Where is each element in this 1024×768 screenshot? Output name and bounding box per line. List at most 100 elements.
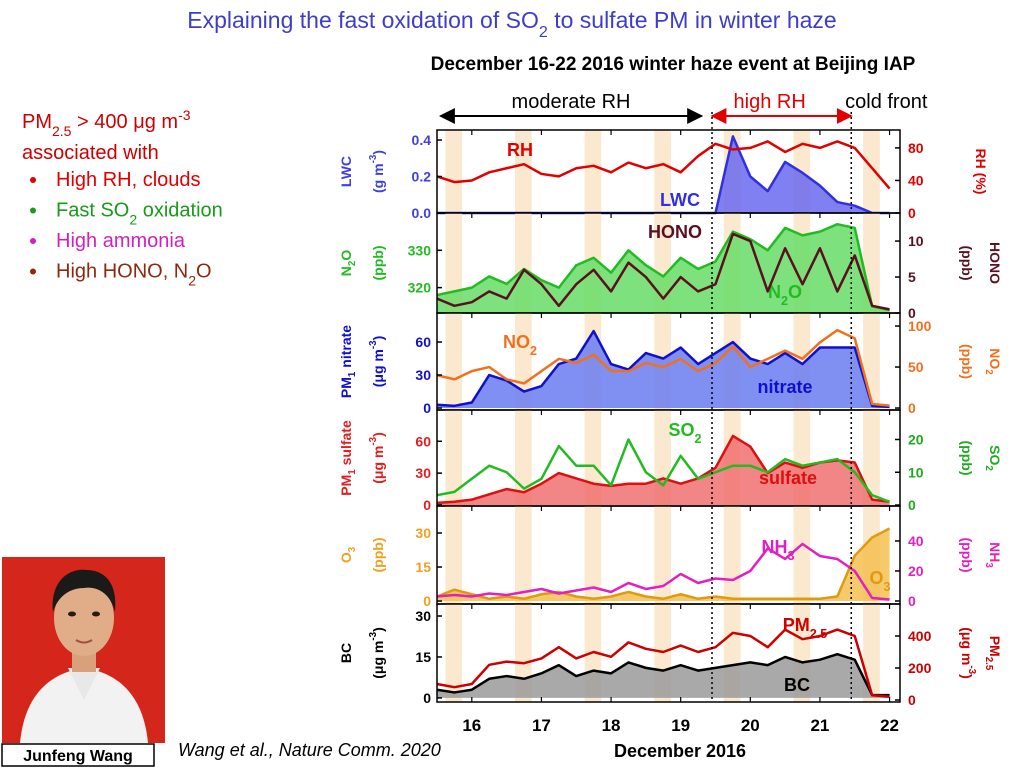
text-run: -3 [368, 340, 379, 349]
text-run: High RH, clouds [56, 169, 201, 191]
y-tick-label: 10 [908, 233, 924, 249]
axis-title: (ppb) [959, 441, 975, 476]
axis-title: PM1 nitrate [338, 325, 358, 398]
axis-title: SO2 [983, 445, 1003, 471]
series-label: RH [507, 140, 533, 160]
y-tick-label: 15 [415, 559, 431, 575]
text-run: O [338, 250, 354, 261]
series-line [436, 140, 891, 190]
text-run: PM [987, 636, 1003, 657]
text-run: -3 [178, 107, 191, 123]
x-tick-label: 21 [810, 716, 829, 735]
night-band [514, 130, 532, 213]
series-line [436, 232, 890, 311]
text-run: High HONO, N [56, 261, 188, 283]
text-run: associated with [22, 142, 159, 164]
text-run: LWC [660, 190, 700, 210]
text-run: 2 [781, 294, 788, 308]
text-run: 2 [983, 369, 994, 375]
series-label: HONO [648, 222, 702, 242]
text-run: (ppb) [959, 344, 975, 379]
x-tick-label: 16 [462, 716, 481, 735]
y-tick-label: 200 [908, 660, 932, 676]
text-run: BC [338, 643, 354, 663]
text-run: 2.5 [52, 123, 72, 139]
axis-title: (μg m-3) [368, 336, 386, 388]
series-area [437, 654, 890, 698]
series-area [437, 528, 890, 602]
text-run: > 400 μg m [71, 111, 178, 133]
text-run: BC [784, 675, 810, 695]
text-run: (ppb) [370, 246, 386, 281]
night-band [863, 130, 880, 213]
series-area [437, 435, 890, 505]
axis-title: PM1 sulfate [338, 420, 358, 496]
text-run: sulfate [338, 420, 354, 469]
y-tick-label: 0 [908, 593, 916, 609]
bullet-dot [30, 207, 36, 214]
night-band [445, 506, 463, 604]
y-tick-label: 0 [423, 497, 431, 513]
text-run: PM [22, 111, 52, 133]
night-band [654, 130, 671, 213]
axis-title: NO2 [983, 348, 1003, 375]
x-tick-label: 19 [671, 716, 690, 735]
axis-title: (ppb) [370, 246, 386, 281]
text-run: NH [987, 542, 1003, 562]
text-run: oxidation [137, 200, 223, 222]
slide-title: Explaining the fast oxidation of SO2 to … [187, 7, 836, 41]
text-run: 3 [787, 549, 794, 563]
text-run: LWC [338, 156, 354, 187]
series-line [436, 222, 890, 312]
y-tick-label: 0 [908, 692, 916, 708]
series-line [436, 328, 890, 407]
series-line [436, 628, 890, 699]
text-run: (ppb) [370, 538, 386, 573]
night-band [584, 506, 602, 604]
text-run: 2 [695, 432, 702, 446]
night-band [445, 410, 463, 506]
text-run: Explaining the fast oxidation of SO [187, 7, 539, 33]
text-run: 2 [530, 344, 537, 358]
y-tick-label: 10 [908, 464, 924, 480]
text-run: O [196, 261, 212, 283]
series-line [436, 329, 890, 409]
text-run: ) [370, 627, 386, 632]
y-tick-label: 20 [908, 563, 924, 579]
text-run: PM [338, 475, 354, 496]
night-band [445, 604, 463, 702]
axis-title: (ppb) [959, 246, 975, 281]
x-axis-title: December 2016 [614, 741, 746, 761]
bullet-text: High HONO, N2O [56, 261, 212, 289]
text-run: (ppb) [959, 441, 975, 476]
text-run: nitrate [757, 377, 812, 397]
text-run: 2.5 [983, 657, 994, 671]
x-tick-label: 18 [602, 716, 621, 735]
text-run: SO [987, 445, 1003, 465]
y-tick-label: 30 [415, 525, 431, 541]
text-run: N [768, 282, 781, 302]
axis-title: HONO [987, 242, 1003, 284]
y-tick-label: 0 [423, 593, 431, 609]
text-run: O [869, 568, 883, 588]
text-run: 3 [347, 546, 358, 552]
text-run: ) [370, 336, 386, 341]
y-tick-label: 0 [423, 400, 431, 416]
text-run: O [788, 282, 802, 302]
night-band [445, 313, 463, 410]
y-tick-label: 0.2 [412, 169, 432, 185]
text-run: PM [338, 377, 354, 398]
text-run: (μg m [370, 349, 386, 387]
text-run: N [338, 266, 354, 276]
y-tick-label: 20 [908, 431, 924, 447]
y-tick-label: 400 [908, 628, 932, 644]
night-band [723, 506, 741, 604]
text-run: HONO [987, 242, 1003, 284]
bullet-dot [30, 268, 36, 275]
summary-line: PM2.5 > 400 μg m-3 [22, 107, 191, 139]
axis-title: NH3 [983, 542, 1003, 568]
citation: Wang et al., Nature Comm. 2020 [178, 740, 441, 760]
axis-title: O3 [338, 546, 358, 563]
